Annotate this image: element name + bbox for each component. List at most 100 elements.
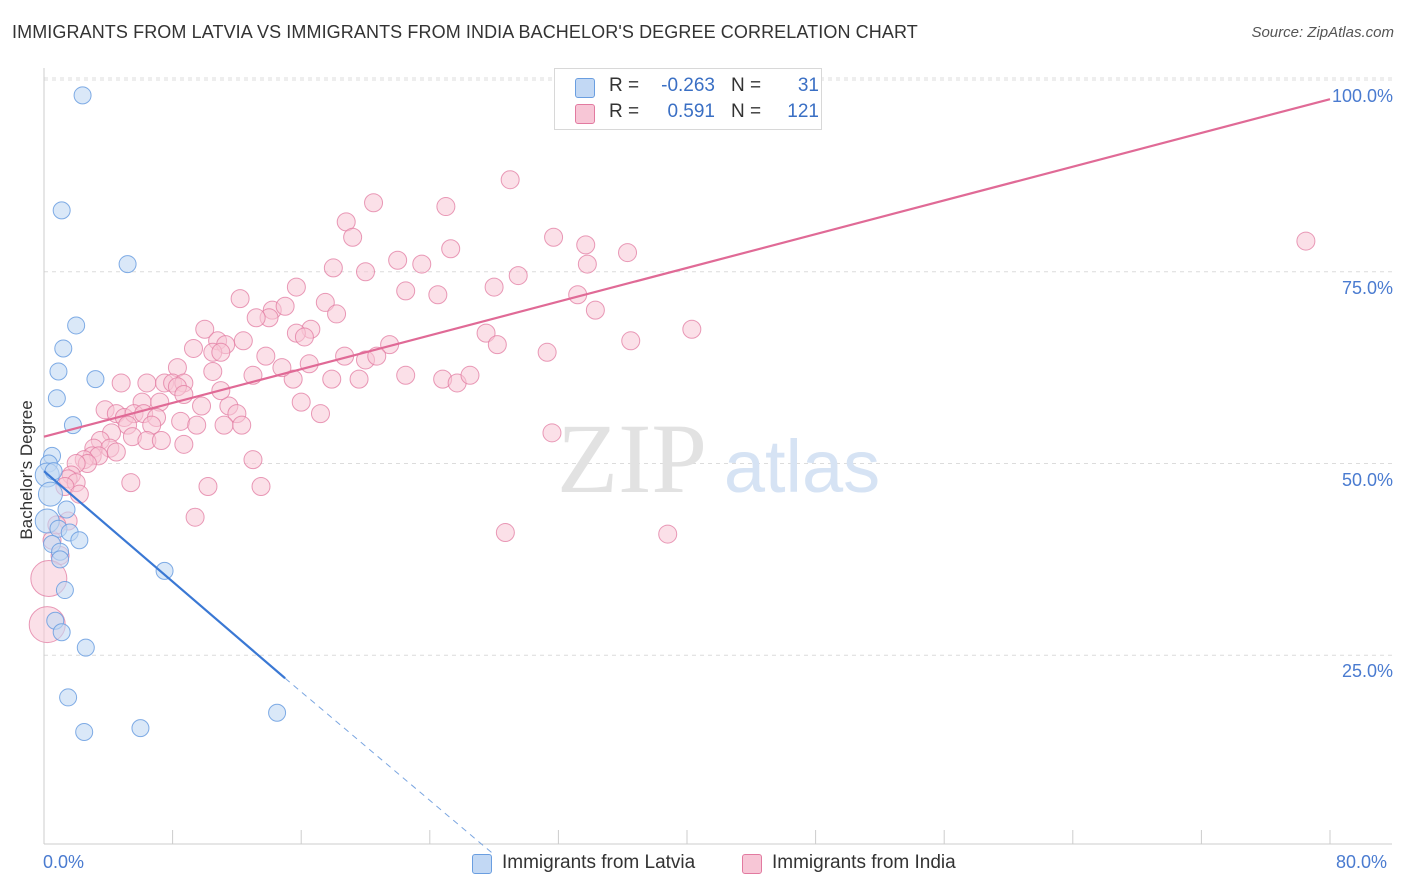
legend-n-label: N =	[731, 75, 762, 96]
india-point-23	[275, 296, 295, 316]
india-point-72	[310, 404, 330, 424]
india-point-9	[618, 243, 638, 263]
india-point-43	[211, 342, 231, 362]
india-point-44	[256, 346, 276, 366]
latvia-point-23	[52, 623, 71, 642]
bottom-legend-swatch-india	[742, 854, 762, 874]
india-point-10	[388, 250, 408, 270]
latvia-point-30	[44, 462, 63, 481]
legend-r-value: 0.591	[667, 101, 715, 122]
india-point-4	[343, 227, 363, 247]
bottom-legend-label-latvia: Immigrants from Latvia	[502, 852, 696, 873]
latvia-point-28	[268, 703, 287, 722]
india-point-7	[441, 239, 461, 259]
india-point-89	[174, 434, 194, 454]
india-point-88	[151, 430, 171, 450]
india-point-49	[537, 342, 557, 362]
latvia-point-25	[59, 688, 78, 707]
india-point-12	[577, 254, 597, 274]
correlation-legend: R = -0.263 N = 31 R = 0.591 N = 121	[554, 68, 822, 130]
y-axis-label: Bachelor's Degree	[17, 400, 36, 540]
watermark-zip: ZIP	[557, 403, 707, 514]
latvia-point-26	[75, 722, 94, 741]
india-point-56	[283, 369, 303, 389]
india-point-99	[243, 450, 263, 470]
grid-lines	[44, 77, 1392, 656]
india-point-104	[198, 477, 218, 497]
trend-lines	[43, 98, 1331, 856]
india-point-106	[185, 507, 205, 527]
india-point-81	[214, 415, 234, 435]
india-point-32	[294, 327, 314, 347]
india-point-55	[349, 369, 369, 389]
latvia-point-6	[86, 370, 105, 389]
india-point-0	[500, 170, 520, 190]
latvia-point-2	[118, 255, 137, 274]
india-point-90	[542, 423, 562, 443]
india-point-27	[327, 304, 347, 324]
india-point-64	[111, 373, 131, 393]
india-point-37	[476, 323, 496, 343]
india-point-117	[232, 415, 252, 435]
legend-swatch-india	[575, 104, 595, 124]
india-point-2	[436, 197, 456, 217]
x-tick-label-max: 80.0%	[1336, 852, 1388, 872]
latvia-point-1	[52, 201, 71, 220]
legend-r-label: R =	[609, 75, 640, 96]
latvia-point-0	[73, 86, 92, 105]
india-point-48	[299, 354, 319, 374]
x-tick-label-min: 0.0%	[43, 852, 85, 872]
latvia-point-5	[49, 362, 68, 381]
india-point-28	[246, 308, 266, 328]
bottom-legend-label-india: Immigrants from India	[772, 852, 956, 873]
india-point-6	[576, 235, 596, 255]
latvia-points	[34, 86, 287, 741]
legend-n-value: 121	[787, 101, 819, 122]
latvia-point-20	[155, 561, 174, 580]
india-point-68	[192, 396, 212, 416]
latvia-point-19	[51, 550, 70, 569]
latvia-trend-line	[43, 470, 286, 680]
india-point-71	[291, 392, 311, 412]
india-point-31	[195, 319, 215, 339]
india-point-119	[460, 365, 480, 385]
india-point-51	[203, 361, 223, 381]
india-point-17	[286, 277, 306, 297]
india-point-53	[396, 365, 416, 385]
india-point-110	[658, 524, 678, 544]
latvia-point-27	[131, 719, 150, 738]
india-trend-line	[43, 98, 1331, 438]
india-point-79	[171, 411, 191, 431]
watermark-atlas: atlas	[724, 425, 880, 508]
india-point-20	[230, 289, 250, 309]
india-point-14	[356, 262, 375, 282]
india-point-8	[1296, 231, 1316, 251]
india-point-19	[428, 285, 448, 305]
y-tick-label-1: 50.0%	[1341, 469, 1393, 490]
legend-r-label: R =	[609, 101, 640, 122]
india-point-57	[322, 369, 342, 389]
legend-swatch-latvia	[575, 78, 595, 98]
india-point-18	[396, 281, 416, 301]
latvia-point-7	[47, 389, 66, 408]
india-point-1	[364, 193, 384, 213]
india-point-38	[487, 335, 507, 355]
legend-r-value: -0.263	[661, 75, 715, 96]
india-point-15	[508, 266, 528, 286]
india-point-21	[315, 292, 335, 312]
india-point-80	[187, 415, 207, 435]
latvia-point-4	[54, 339, 73, 358]
india-point-105	[251, 477, 271, 497]
india-point-5	[544, 227, 564, 247]
latvia-point-24	[76, 638, 95, 657]
india-point-103	[121, 473, 141, 493]
india-point-35	[233, 331, 253, 351]
india-point-11	[412, 254, 432, 274]
chart-title: IMMIGRANTS FROM LATVIA VS IMMIGRANTS FRO…	[12, 22, 918, 42]
latvia-point-29	[37, 481, 63, 507]
india-point-109	[495, 523, 515, 543]
india-point-59	[137, 373, 157, 393]
y-tick-label-0: 25.0%	[1341, 661, 1393, 682]
y-tick-label-2: 75.0%	[1341, 277, 1393, 298]
